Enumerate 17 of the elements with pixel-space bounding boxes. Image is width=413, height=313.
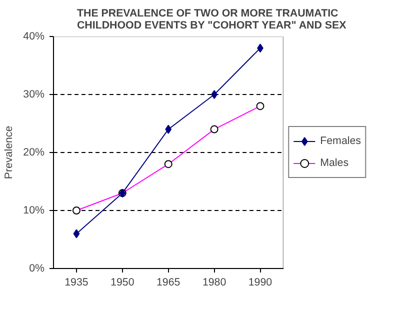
y-axis-title: Prevalence — [3, 126, 16, 180]
legend-label: Males — [320, 157, 349, 169]
x-tick-label: 1990 — [248, 276, 272, 288]
x-tick-label: 1965 — [156, 276, 180, 288]
y-tick-label: 20% — [23, 146, 46, 158]
x-tick-label: 1950 — [110, 276, 134, 288]
x-tick-label: 1935 — [64, 276, 88, 288]
y-tick-label: 30% — [23, 88, 46, 100]
legend-label: Females — [320, 135, 361, 147]
y-tick-label: 0% — [29, 262, 46, 274]
point — [73, 229, 80, 238]
x-tick-label: 1980 — [202, 276, 226, 288]
chart-title: THE PREVALENCE OF TWO OR MORE TRAUMATIC CHILDHOOD EVENTS BY "COHORT YEAR" AND SEX — [76, 8, 348, 32]
point — [211, 90, 218, 99]
point — [165, 124, 172, 134]
y-tick-label: 10% — [23, 204, 46, 216]
y-tick-label: 40% — [23, 30, 46, 42]
